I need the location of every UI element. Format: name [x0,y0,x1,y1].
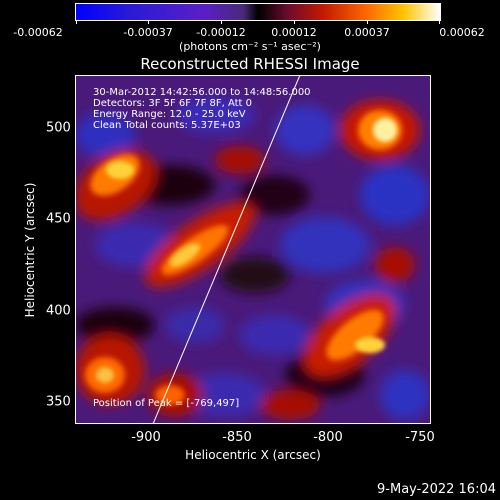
y-ticks: 500 450 400 350 [46,120,71,410]
colorbar-tick-label: -0.00062 [13,26,63,39]
x-tick-label: -900 [131,430,161,445]
x-tick-label: -750 [405,430,435,445]
colorbar-tick-label: 0.00012 [271,26,317,39]
rhessi-image [75,75,431,424]
x-tick-label: -800 [313,430,343,445]
colorbar-tick-label: -0.00012 [196,26,246,39]
colorbar-tick-label: 0.00037 [344,26,390,39]
x-tick-label: -850 [222,430,252,445]
info-energy: Energy Range: 12.0 - 25.0 keV [93,109,246,120]
info-peak: Position of Peak = [-769,497] [93,398,240,409]
info-detectors: Detectors: 3F 5F 6F 7F 8F, Att 0 [93,98,253,109]
colorbar-tick-label: 0.00062 [439,26,485,39]
image-title: Reconstructed RHESSI Image [140,55,360,73]
colorbar-units: (photons cm⁻² s⁻¹ asec⁻²) [179,40,321,53]
footer-date: 9-May-2022 16:04 [377,482,496,497]
colorbar-ticks: -0.00062 -0.00037 -0.00012 0.00012 0.000… [0,0,500,40]
info-clean: Clean Total counts: 5.37E+03 [93,120,241,131]
y-axis-label: Heliocentric Y (arcsec) [23,182,37,318]
colorbar [75,3,441,21]
x-axis-label: Heliocentric X (arcsec) [185,448,321,462]
info-time: 30-Mar-2012 14:42:56.000 to 14:48:56.000 [93,87,311,98]
colorbar-tick-label: -0.00037 [123,26,173,39]
